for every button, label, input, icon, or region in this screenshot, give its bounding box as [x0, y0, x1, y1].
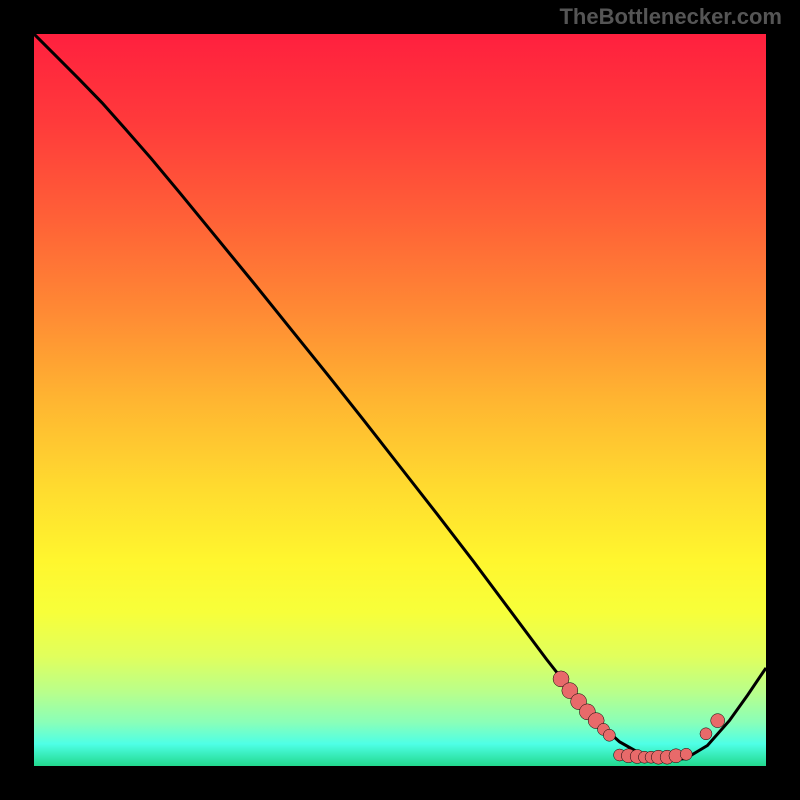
data-marker	[711, 714, 725, 728]
data-marker	[680, 748, 692, 760]
bottleneck-curve	[34, 34, 766, 760]
data-marker	[700, 728, 712, 740]
data-marker	[603, 729, 615, 741]
plot-area	[34, 34, 766, 766]
watermark-text: TheBottlenecker.com	[559, 4, 782, 30]
curve-layer	[34, 34, 766, 766]
